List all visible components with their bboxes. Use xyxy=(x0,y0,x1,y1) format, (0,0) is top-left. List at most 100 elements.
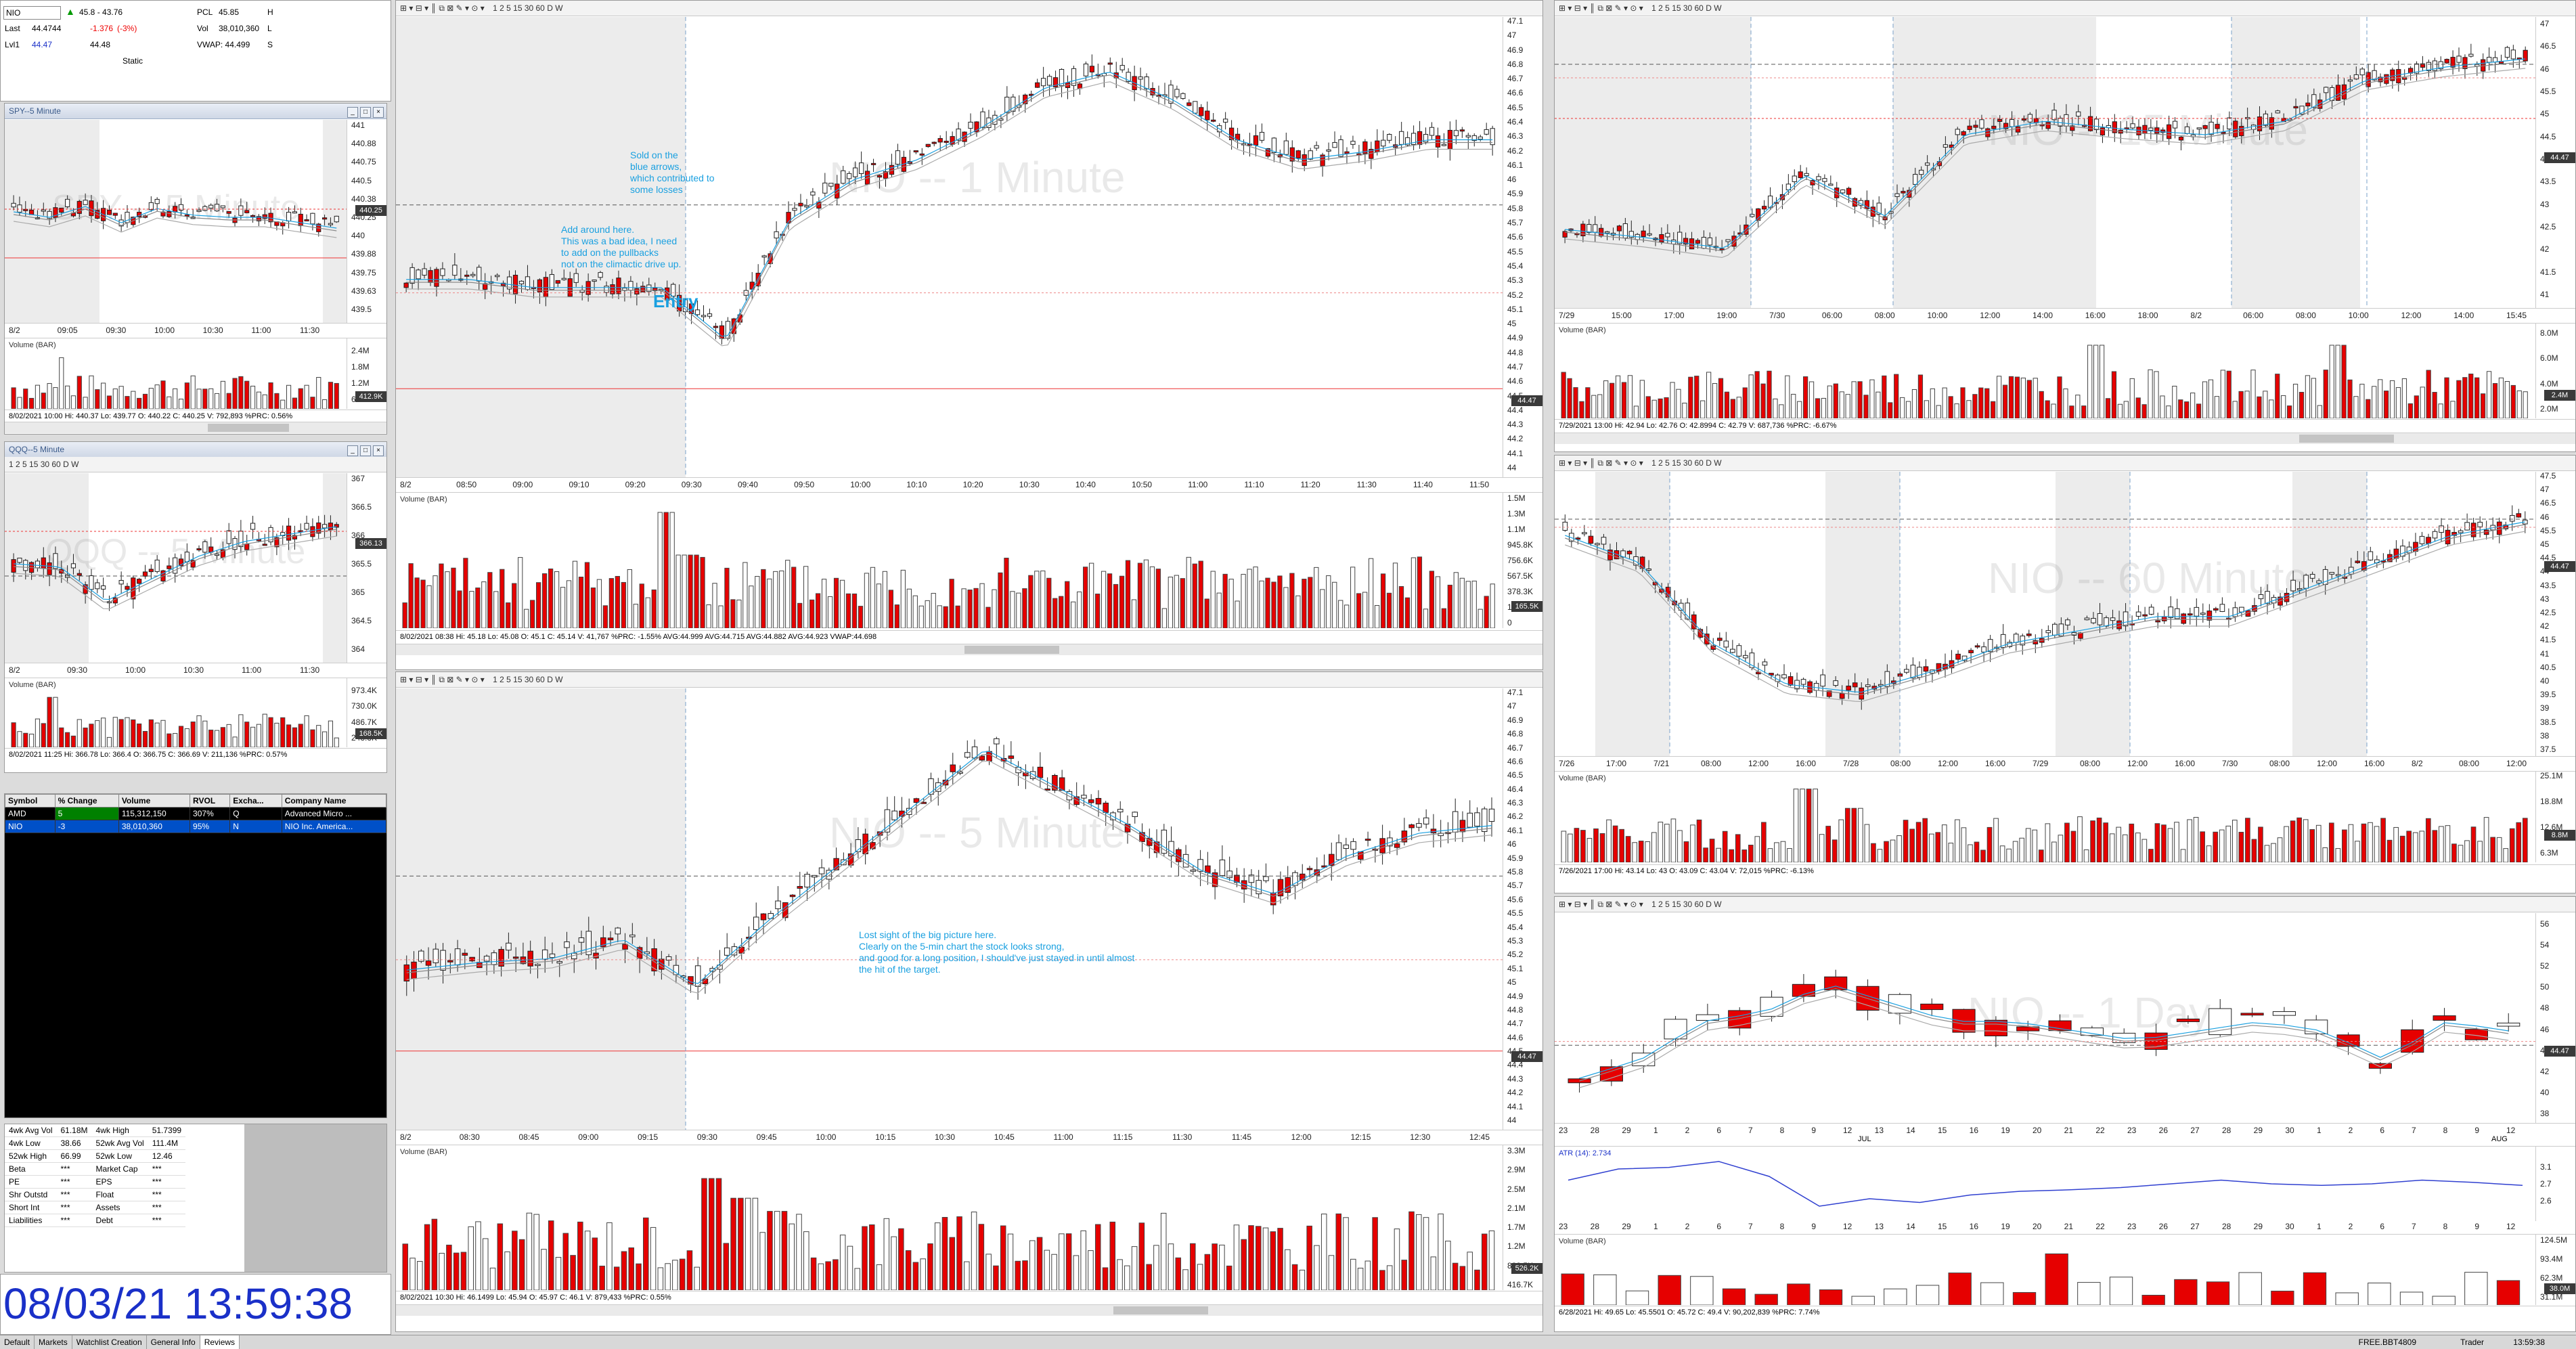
nio-60min-price-plot[interactable]: NIO -- 60 Minute 47.5 47 46.5 46 45.5 45 44.5 4… xyxy=(1555,471,2575,757)
candle xyxy=(804,874,810,888)
axis-tick-label: 367 xyxy=(351,474,365,483)
timeframe-buttons[interactable]: 1 2 5 15 30 60 D W xyxy=(9,460,79,469)
change-value: -1.376 xyxy=(90,24,114,33)
tab-default[interactable]: Default xyxy=(0,1335,35,1349)
volume-bar xyxy=(446,1244,452,1290)
volume-bar xyxy=(1915,822,1922,862)
axis-tick-label: 46.9 xyxy=(1507,715,1524,725)
spy-scrollbar[interactable] xyxy=(5,422,386,433)
minimize-icon[interactable]: _ xyxy=(347,107,358,118)
volume-bar xyxy=(870,567,876,628)
axis-tick-label: 9 xyxy=(2474,1222,2480,1231)
candle xyxy=(2426,62,2432,72)
col-header[interactable]: Company Name xyxy=(281,794,386,808)
volume-bar xyxy=(1113,583,1119,628)
volume-bar xyxy=(1664,397,1669,418)
nio-15min-price-plot[interactable]: NIO -- 15 Minute 4746.54645.54544.54443.… xyxy=(1555,17,2575,309)
candle xyxy=(1088,799,1094,803)
nio-1min-price-plot[interactable]: NIO -- 1 Minute 47.1 47 46.9 46.8 46.7 46.6 46… xyxy=(396,16,1542,478)
nio-15min-volume-plot: Volume (BAR) 8.0M 6.0M 4.0M 2.0M 2.4M xyxy=(1555,323,2575,418)
candle xyxy=(17,204,22,213)
candle xyxy=(1701,237,1707,249)
nio-5min-price-axis[interactable]: 47.1 47 46.9 46.8 46.7 46.6 46.5 46.4 46.3 46.2 46… xyxy=(1503,688,1542,1130)
volume-bar xyxy=(1338,600,1343,628)
volume-bar xyxy=(1754,371,1760,418)
col-header[interactable]: RVOL xyxy=(190,794,231,808)
nio-5min-scrollbar[interactable] xyxy=(396,1304,1542,1316)
volume-bar xyxy=(499,569,505,628)
nio-1min-scrollbar[interactable] xyxy=(396,644,1542,655)
nio-1day-price-axis[interactable]: 56545250484644424038 xyxy=(2535,913,2575,1123)
fundamentals-value: 111.4M xyxy=(148,1136,186,1150)
spy-window-title: SPY--5 Minute xyxy=(5,104,386,119)
tab-reviews[interactable]: Reviews xyxy=(200,1335,240,1349)
tab-watchlist-creation[interactable]: Watchlist Creation xyxy=(72,1335,147,1349)
toolbar-icons[interactable]: ⊞ ▾ ⊟ ▾ ║ ⧉ ⊠ ✎ ▾ ⊙ ▾ xyxy=(1559,458,1643,468)
volume-bar xyxy=(190,722,196,747)
axis-tick-label: 0 xyxy=(1507,618,1512,627)
volume-bar xyxy=(2167,828,2173,862)
axis-tick-label: 37.5 xyxy=(2540,745,2556,754)
volume-bar xyxy=(2238,831,2244,862)
volume-bar xyxy=(402,1243,409,1290)
annotation-sold: Sold on the blue arrows, which contribut… xyxy=(630,150,715,195)
col-header[interactable]: % Change xyxy=(54,794,119,808)
candle xyxy=(1484,129,1489,135)
nio-1day-price-plot[interactable]: NIO -- 1 Day 56545250484644424038 44.47 xyxy=(1555,913,2575,1124)
minimize-icon[interactable]: _ xyxy=(347,445,358,456)
volume-bar xyxy=(1180,578,1185,628)
toolbar-icons[interactable]: ⊞ ▾ ⊟ ▾ ║ ⧉ ⊠ ✎ ▾ ⊙ ▾ xyxy=(400,3,485,13)
spy-price-axis[interactable]: 441 440.88 440.75 440.5 440.38 440.25 440 439.8… xyxy=(347,120,386,323)
col-header[interactable]: Volume xyxy=(118,794,191,808)
axis-tick-label: 378.3K xyxy=(1507,587,1534,596)
candle xyxy=(2112,121,2117,133)
qqq-price-axis[interactable]: 367 366.5 366 365.5 365 364.5 364 xyxy=(347,473,386,663)
volume-bar xyxy=(1107,573,1113,628)
nio-60min-price-axis[interactable]: 47.54746.54645.54544.54443.54342.54241.5… xyxy=(2535,471,2575,756)
atr-label: ATR (14): 2.734 xyxy=(1559,1149,1612,1157)
toolbar-icons[interactable]: ⊞ ▾ ⊟ ▾ ║ ⧉ ⊠ ✎ ▾ ⊙ ▾ xyxy=(400,675,485,684)
volume-bar xyxy=(214,730,220,747)
maximize-icon[interactable]: □ xyxy=(360,445,371,456)
nio-15min-time-axis: 7/29 15:00 17:00 19:00 7/30 06:00 08:00 10:00 12… xyxy=(1555,309,2535,322)
candle xyxy=(753,916,759,930)
volume-bar xyxy=(70,735,76,747)
close-icon[interactable]: × xyxy=(373,107,384,118)
symbol-cell: AMD xyxy=(5,807,55,820)
tab-markets[interactable]: Markets xyxy=(35,1335,72,1349)
timeframe-buttons[interactable]: 1 2 5 15 30 60 D W xyxy=(1651,458,1722,468)
nio-1min-price-axis[interactable]: 47.1 47 46.9 46.8 46.7 46.6 46.5 46.4 46.3 46.2 46… xyxy=(1503,16,1542,477)
maximize-icon[interactable]: □ xyxy=(360,107,371,118)
volume-bar xyxy=(2290,820,2296,862)
toolbar-icons[interactable]: ⊞ ▾ ⊟ ▾ ║ ⧉ ⊠ ✎ ▾ ⊙ ▾ xyxy=(1559,900,1643,909)
candle xyxy=(1826,690,1832,697)
timeframe-buttons[interactable]: 1 2 5 15 30 60 D W xyxy=(493,675,563,684)
axis-tick-label: 28 xyxy=(2222,1126,2231,1135)
volume-bar xyxy=(1986,826,1993,862)
close-icon[interactable]: × xyxy=(373,445,384,456)
volume-bar xyxy=(2058,835,2064,862)
nio-15min-scrollbar[interactable] xyxy=(1555,433,2575,444)
spy-price-plot[interactable]: SPY -- 5 Minute 441 440.88 440.75 440.5 440.… xyxy=(5,120,386,324)
timeframe-buttons[interactable]: 1 2 5 15 30 60 D W xyxy=(1651,3,1722,13)
candle xyxy=(1138,76,1143,80)
timeframe-buttons[interactable]: 1 2 5 15 30 60 D W xyxy=(1651,900,1722,909)
volume-bar xyxy=(1760,383,1766,418)
volume-bar xyxy=(694,1266,700,1290)
candle xyxy=(1719,248,1725,250)
candle xyxy=(1813,683,1819,691)
volume-bar xyxy=(2523,391,2528,418)
table-row[interactable]: NIO -3 38,010,360 95% N NIO Inc. America… xyxy=(5,820,386,833)
volume-bar xyxy=(1574,828,1580,862)
col-header[interactable]: Excha... xyxy=(229,794,282,808)
qqq-price-plot[interactable]: QQQ -- 5 Minute 367 366.5 366 365.5 365 364.5… xyxy=(5,473,386,663)
volume-bar xyxy=(1255,1226,1262,1290)
symbol-input[interactable]: NIO xyxy=(3,6,61,20)
volume-bar xyxy=(2271,843,2276,862)
col-header[interactable]: Symbol xyxy=(5,794,55,808)
tab-general-info[interactable]: General Info xyxy=(147,1335,200,1349)
timeframe-buttons[interactable]: 1 2 5 15 30 60 D W xyxy=(493,3,563,13)
table-row[interactable]: AMD 5 115,312,150 307% Q Advanced Micro … xyxy=(5,807,386,820)
nio-5min-price-plot[interactable]: NIO -- 5 Minute 47.1 47 46.9 46.8 46.7 46.6 46… xyxy=(396,688,1542,1130)
toolbar-icons[interactable]: ⊞ ▾ ⊟ ▾ ║ ⧉ ⊠ ✎ ▾ ⊙ ▾ xyxy=(1559,3,1643,13)
